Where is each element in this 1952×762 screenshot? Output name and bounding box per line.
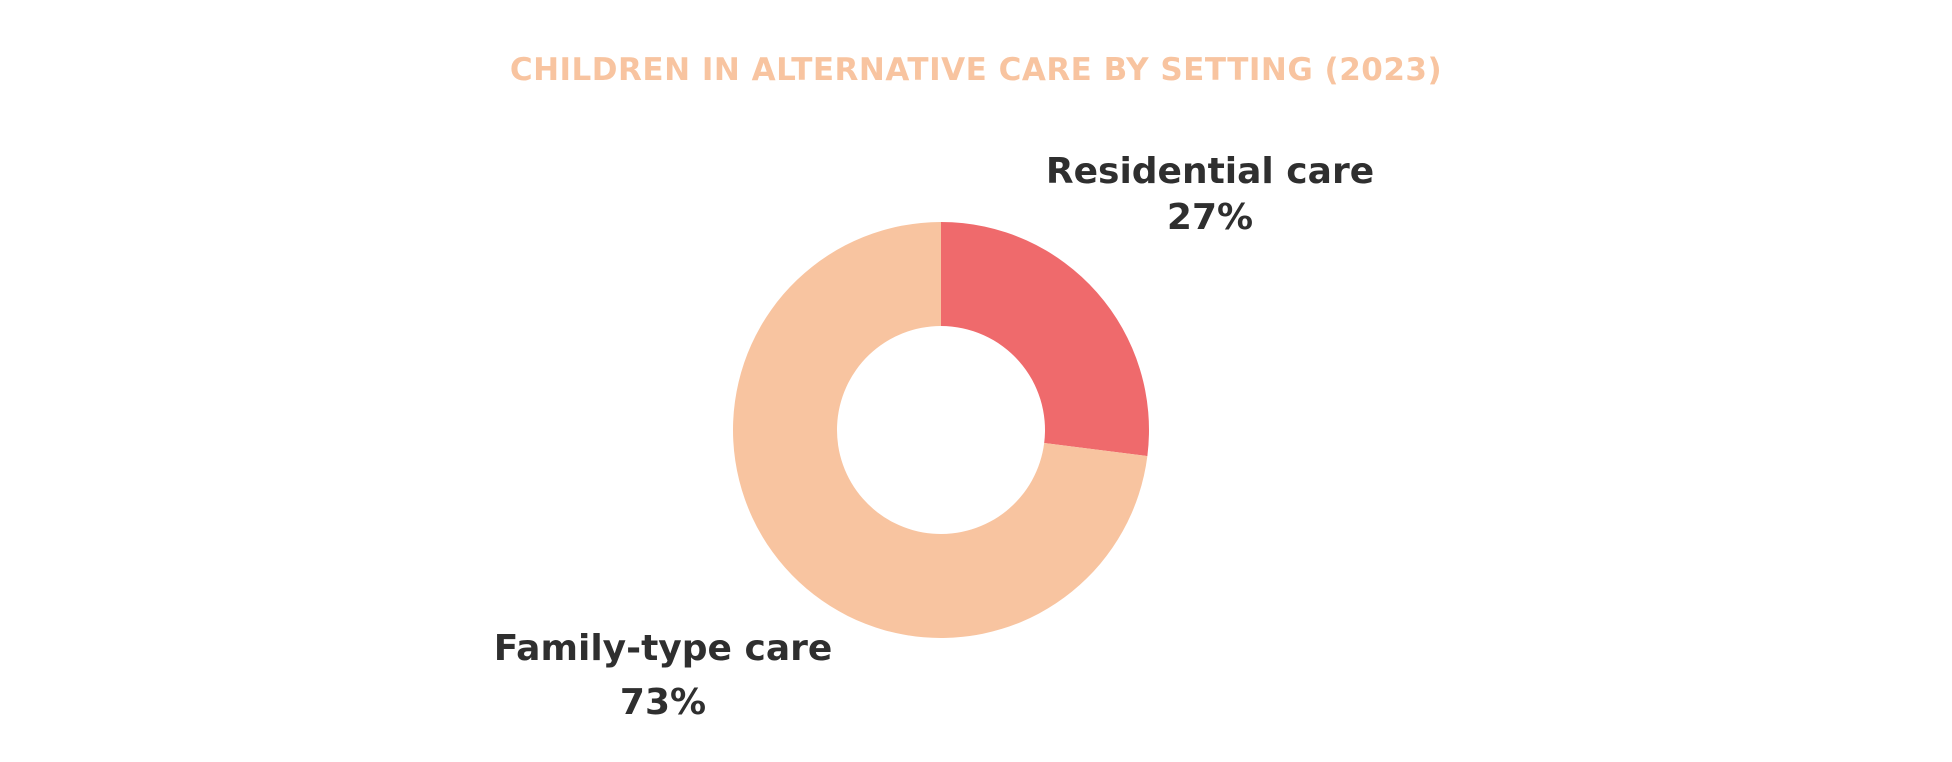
slice-label-family-name: Family-type care bbox=[493, 628, 833, 669]
slice-label-family: Family-type care 73% bbox=[473, 626, 853, 726]
chart-title: CHILDREN IN ALTERNATIVE CARE BY SETTING … bbox=[509, 52, 1443, 88]
donut-slice-family-type-care bbox=[733, 222, 1148, 638]
slice-label-residential-value: 27% bbox=[1166, 197, 1254, 238]
slice-label-family-value: 73% bbox=[619, 682, 707, 723]
slice-label-residential-name: Residential care bbox=[1045, 151, 1375, 192]
donut-slice-residential-care bbox=[941, 222, 1149, 457]
slice-label-residential: Residential care 27% bbox=[1030, 149, 1390, 241]
